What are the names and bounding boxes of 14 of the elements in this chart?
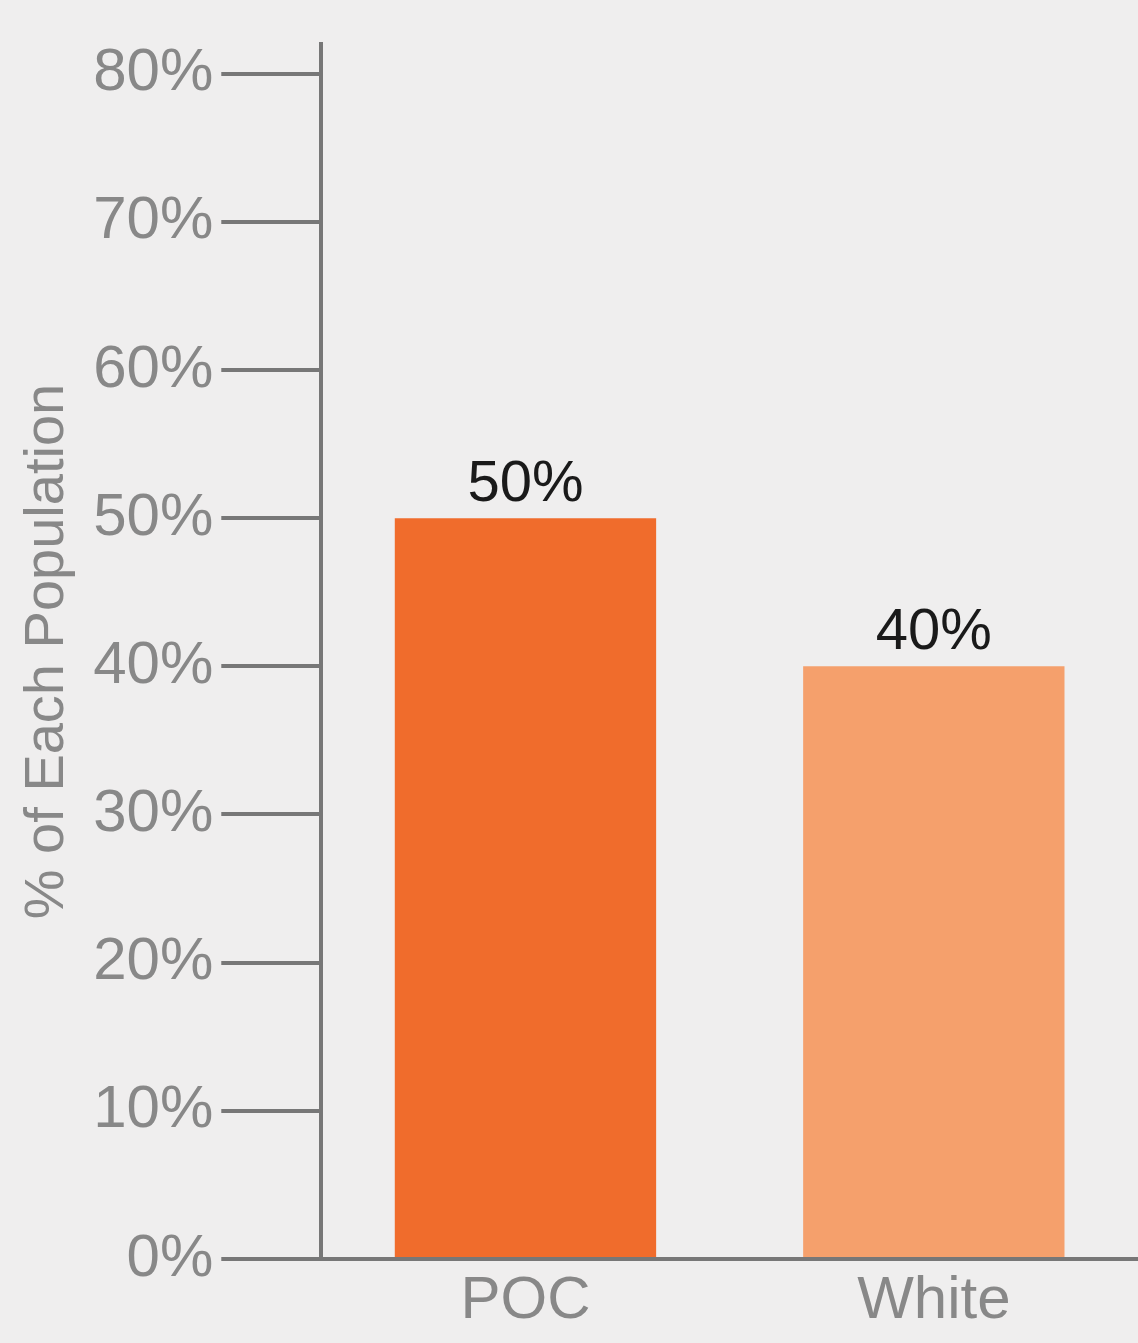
y-tick-label: 70% (93, 184, 214, 252)
y-tick-label: 80% (93, 36, 214, 104)
data-label: 40% (875, 596, 992, 662)
x-tick-label: POC (460, 1263, 591, 1331)
y-tick-label: 0% (126, 1221, 214, 1289)
y-tick-label: 20% (93, 925, 214, 993)
y-tick-label: 50% (93, 480, 214, 548)
data-label: 50% (467, 448, 584, 514)
y-axis-title: % of Each Population (12, 383, 76, 920)
x-tick-label: White (857, 1263, 1011, 1331)
y-tick-label: 40% (93, 628, 214, 696)
y-tick-label: 30% (93, 777, 214, 845)
y-tick-label: 60% (93, 332, 214, 400)
y-tick-label: 10% (93, 1073, 214, 1141)
